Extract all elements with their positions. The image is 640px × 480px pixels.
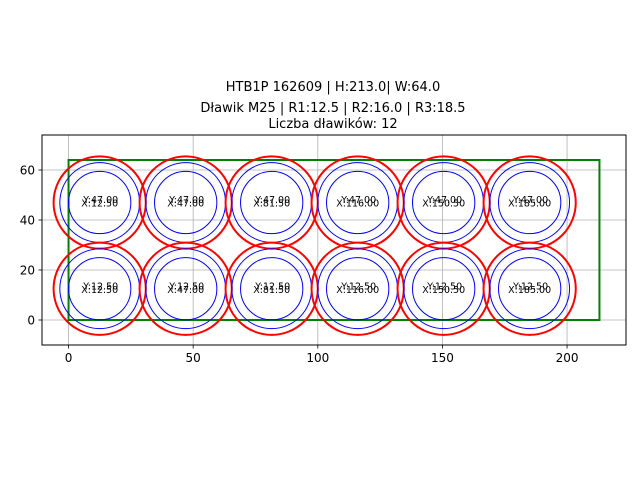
gland-circle-r1 (498, 170, 562, 235)
gland-label-y: Y:47.00 (340, 195, 376, 206)
gland-label-y: Y:12.50 (340, 281, 376, 292)
gland-label-x: X:12.50 (81, 199, 118, 210)
y-tick-label: 60 (20, 164, 35, 178)
enclosure-rectangle (67, 159, 601, 321)
gland-circle-r1 (412, 257, 476, 321)
cable-gland: Y:12.50X:81.50 (224, 241, 319, 336)
gland-circle-r2 (489, 248, 571, 330)
gland-label-x: X:150.50 (422, 199, 465, 210)
cable-gland: Y:12.50X:150.50 (396, 241, 491, 336)
gland-label-x: X:81.50 (253, 199, 290, 210)
x-tick-label: 50 (186, 351, 201, 365)
gland-label-x: X:185.00 (508, 199, 551, 210)
gland-label-y: Y:12.50 (168, 281, 204, 292)
chart-title-line-2: Dławik M25 | R1:12.5 | R2:16.0 | R3:18.5 (200, 101, 466, 116)
gland-circle-r1 (498, 257, 562, 321)
gland-circle-r1 (154, 257, 218, 321)
cable-gland: Y:12.50X:185.00 (482, 241, 577, 336)
gland-label-y: Y:47.00 (254, 195, 290, 206)
gland-label-y: Y:12.50 (426, 281, 462, 292)
y-tick-label: 20 (20, 264, 35, 278)
axis-ticks: 0 50 100 150 200 0 20 40 60 (20, 164, 579, 366)
gland-label-y: Y:47.00 (512, 195, 548, 206)
x-tick-label: 0 (65, 351, 73, 365)
gland-circle-r1 (68, 257, 132, 321)
gland-label-y: Y:12.50 (82, 281, 118, 292)
gland-label-x: X:150.50 (422, 285, 465, 296)
gland-circle-r3 (482, 241, 577, 336)
gland-label-y: Y:12.50 (512, 281, 548, 292)
gland-label-y: Y:12.50 (254, 281, 290, 292)
gland-label-x: X:81.50 (253, 285, 290, 296)
gland-label-x: X:116.00 (336, 199, 379, 210)
chart-title-line-3: Liczba dławików: 12 (268, 117, 398, 132)
gland-label-x: X:116.00 (336, 285, 379, 296)
x-tick-label: 150 (431, 351, 454, 365)
gland-circle-r1 (326, 170, 390, 235)
cable-gland: Y:12.50X:116.00 (310, 241, 405, 336)
x-tick-label: 200 (556, 351, 579, 365)
gland-circle-r1 (240, 257, 304, 321)
gland-label-x: X:12.50 (81, 285, 118, 296)
gland-circle-r1 (68, 170, 132, 235)
gland-label-y: Y:47.00 (426, 195, 462, 206)
gland-circle-r1 (154, 170, 218, 235)
cable-gland: Y:47.00X:185.00 (482, 155, 577, 250)
cable-gland: Y:12.50X:12.50 (52, 241, 147, 336)
gland-circle-r1 (412, 170, 476, 235)
gland-label-y: Y:47.00 (82, 195, 118, 206)
y-tick-label: 0 (27, 314, 35, 328)
gland-layout: Y:47.00X:12.50 Y:47.00X:47.00 Y:47.00X:81.… (52, 155, 601, 336)
gland-label-x: X:47.00 (167, 199, 204, 210)
y-tick-label: 40 (20, 214, 35, 228)
gland-circle-r1 (240, 170, 304, 235)
x-tick-label: 100 (306, 351, 329, 365)
gland-label-y: Y:47.00 (168, 195, 204, 206)
gland-label-x: X:47.00 (167, 285, 204, 296)
axes-frame (41, 134, 627, 346)
gland-circle-r1 (326, 257, 390, 321)
gland-label-x: X:185.00 (508, 285, 551, 296)
chart-title-line-1: HTB1P 162609 | H:213.0| W:64.0 (225, 80, 441, 95)
cable-gland: Y:12.50X:47.00 (138, 241, 233, 336)
